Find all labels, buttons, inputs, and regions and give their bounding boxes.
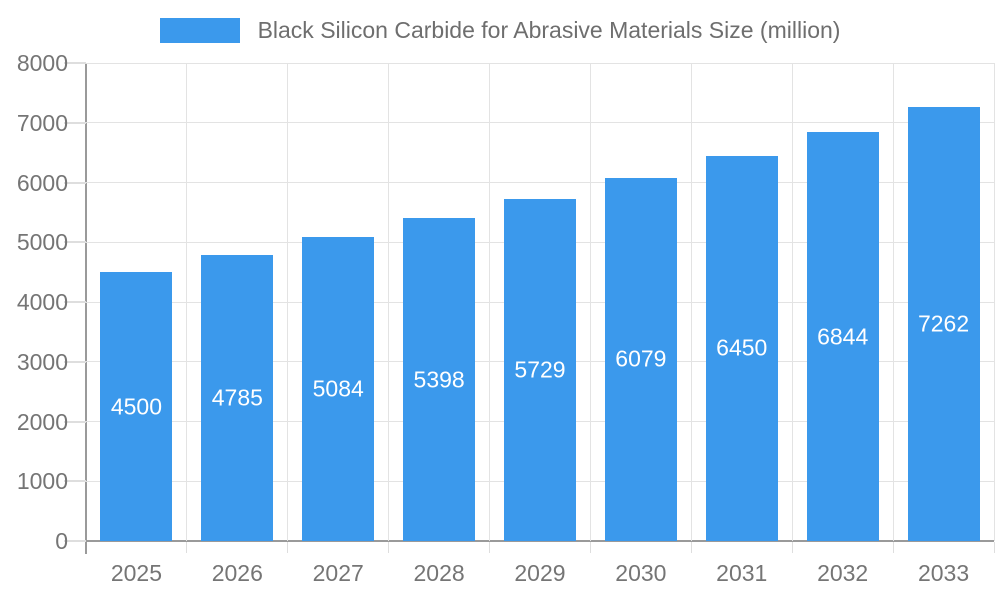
y-axis-tick (64, 480, 86, 483)
x-axis-tick (690, 542, 692, 553)
bar-value-label: 6079 (615, 345, 667, 372)
x-axis-category-label: 2026 (211, 560, 263, 586)
x-axis-category-label: 2033 (917, 560, 970, 586)
x-axis-category-label: 2027 (312, 560, 364, 586)
y-axis-tick-label: 6000 (16, 169, 68, 196)
x-axis-tick (186, 542, 188, 553)
y-gridline (86, 122, 994, 124)
bar-value-label: 4785 (211, 384, 263, 411)
y-axis-tick-label: 7000 (16, 109, 68, 136)
y-axis-tick-label: 5000 (16, 229, 68, 256)
bar-value-label: 5084 (312, 375, 364, 402)
legend-label[interactable]: Black Silicon Carbide for Abrasive Mater… (257, 17, 841, 43)
y-axis-tick-label: 4000 (16, 289, 68, 315)
x-axis-tick (892, 542, 894, 553)
legend-swatch[interactable] (159, 18, 240, 43)
x-gridline (186, 63, 188, 541)
bar[interactable]: 5398 (403, 218, 476, 541)
x-axis-category-label: 2029 (514, 560, 566, 586)
x-axis-tick (388, 542, 390, 553)
x-axis-category-label: 2031 (716, 560, 768, 586)
x-axis-tick (489, 542, 491, 553)
y-axis-tick (64, 62, 86, 64)
bar[interactable]: 4500 (100, 272, 173, 541)
x-axis-category-label: 2028 (413, 560, 465, 586)
y-axis-tick (64, 121, 86, 124)
bar-value-label: 4500 (110, 393, 163, 420)
bar-value-label: 5398 (413, 366, 465, 393)
x-gridline (993, 63, 995, 541)
x-axis-tick (993, 542, 995, 553)
y-axis-tick (64, 241, 86, 244)
x-gridline (892, 63, 894, 541)
bar-value-label: 7262 (917, 310, 970, 337)
y-axis-line (85, 63, 87, 554)
bar[interactable]: 5084 (302, 237, 375, 541)
y-axis-tick (64, 360, 86, 363)
bar-value-label: 6450 (716, 334, 768, 361)
x-axis-category-label: 2032 (817, 560, 869, 586)
y-axis-tick (64, 420, 86, 423)
y-axis-tick (64, 181, 86, 184)
y-axis-tick-label: 3000 (16, 348, 68, 375)
x-axis-line (86, 540, 994, 542)
y-axis-tick-label: 0 (55, 528, 68, 554)
y-axis-tick-label: 1000 (16, 468, 68, 495)
y-axis-tick (64, 301, 86, 303)
bar[interactable]: 6450 (705, 155, 778, 541)
bar[interactable]: 4785 (201, 255, 274, 541)
x-gridline (589, 63, 591, 541)
x-gridline (287, 63, 289, 541)
x-gridline (690, 63, 692, 541)
bar[interactable]: 7262 (907, 107, 980, 541)
x-axis-category-label: 2025 (110, 560, 163, 586)
y-axis-tick-label: 8000 (16, 50, 68, 76)
bar[interactable]: 6079 (604, 177, 677, 541)
x-gridline (791, 63, 793, 541)
bar[interactable]: 6844 (806, 132, 879, 541)
plot-area: 4500 4785 5084 5398 5729 6079 6450 6844 7262 (86, 62, 995, 541)
x-axis-category-label: 2030 (615, 560, 667, 586)
bar-value-label: 6844 (817, 323, 869, 350)
y-gridline (86, 62, 994, 64)
y-gridline (86, 182, 994, 183)
x-axis-tick (589, 542, 591, 553)
x-axis-tick (791, 542, 793, 553)
bar[interactable]: 5729 (504, 198, 576, 541)
x-gridline (489, 63, 491, 541)
y-axis-tick-label: 2000 (16, 408, 68, 435)
legend: Black Silicon Carbide for Abrasive Mater… (0, 17, 1000, 44)
x-axis-tick (287, 542, 289, 553)
x-gridline (388, 63, 390, 541)
y-axis-tick (64, 540, 86, 542)
bar-value-label: 5729 (514, 356, 566, 383)
